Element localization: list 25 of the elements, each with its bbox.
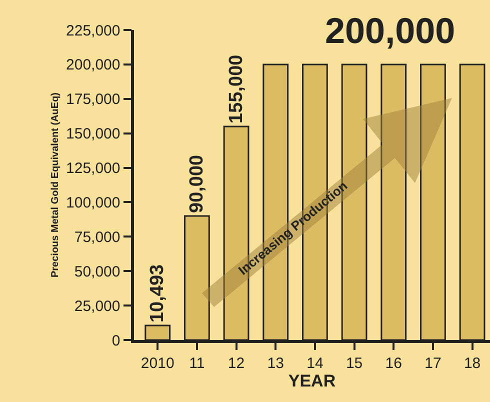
annotation: 200,000 <box>325 10 456 51</box>
x-tick-label: 12 <box>228 354 245 372</box>
y-tick-label: 25,000 <box>74 298 120 315</box>
data-label: 10,493 <box>147 264 168 323</box>
x-tick-label: 16 <box>385 354 402 372</box>
y-tick-label: 0 <box>112 332 120 350</box>
x-tick-label: 18 <box>464 354 481 372</box>
y-tick-label: 200,000 <box>66 56 120 74</box>
y-tick-label: 50,000 <box>74 263 120 280</box>
y-tick-label: 150,000 <box>66 126 120 143</box>
x-tick-label: 13 <box>267 354 284 372</box>
y-tick-label: 75,000 <box>74 228 120 246</box>
x-tick-label: 11 <box>189 354 205 372</box>
y-tick-label: 225,000 <box>66 22 120 40</box>
y-axis-title: Precious Metal Gold Equivalent (AuEq) <box>50 92 62 278</box>
x-tick-label: 15 <box>346 354 363 372</box>
x-tick-label: 17 <box>424 354 442 372</box>
y-tick-label: 100,000 <box>66 194 120 212</box>
x-tick-label: 2010 <box>140 354 174 372</box>
x-tick-label: 14 <box>306 354 324 372</box>
data-label: 90,000 <box>186 154 208 213</box>
y-tick-label: 125,000 <box>66 160 120 178</box>
x-axis-title: YEAR <box>288 372 336 391</box>
y-tick-label: 175,000 <box>66 91 120 108</box>
data-label: 155,000 <box>226 54 247 124</box>
